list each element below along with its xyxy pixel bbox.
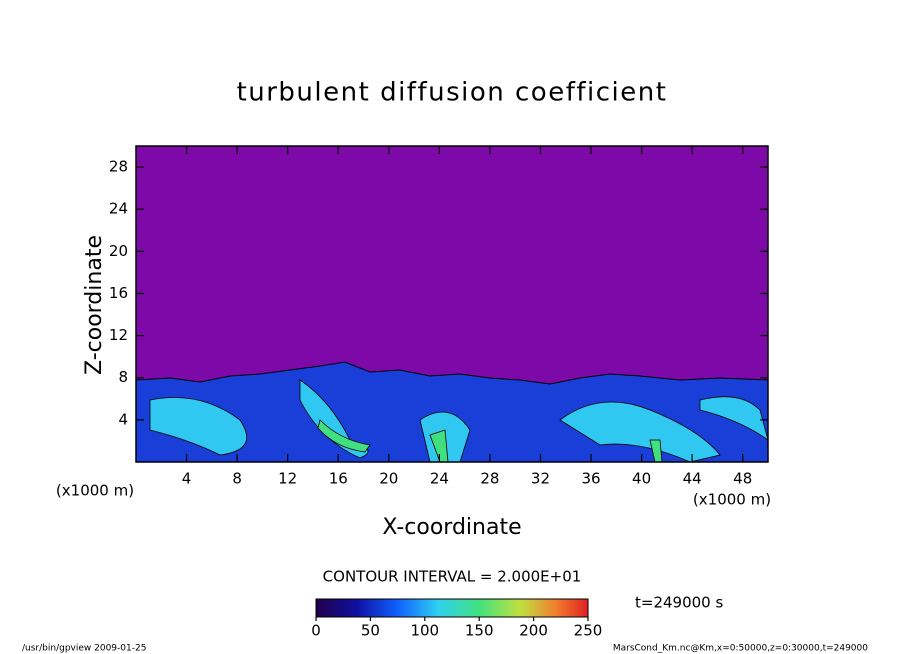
y-tick-label: 12 (109, 326, 128, 344)
x-tick-label: 24 (430, 470, 449, 488)
x-unit: (x1000 m) (693, 491, 771, 509)
colorbar-tick-label: 0 (311, 622, 321, 640)
colorbar-tick-label: 50 (361, 622, 380, 640)
x-tick-label: 36 (581, 470, 600, 488)
y-tick-label: 16 (109, 284, 128, 302)
y-tick-label: 8 (118, 368, 128, 386)
x-tick-label: 20 (379, 470, 398, 488)
x-tick-label: 12 (278, 470, 297, 488)
chart-title: turbulent diffusion coefficient (237, 78, 668, 108)
y-tick-label: 28 (109, 158, 128, 176)
colorbar-tick-label: 250 (574, 622, 603, 640)
colorbar-tick-label: 150 (465, 622, 494, 640)
x-axis-label: X-coordinate (382, 515, 521, 540)
plot-frame (135, 145, 769, 463)
colorbar-tick-label: 200 (519, 622, 548, 640)
turbulent-eddies (149, 379, 768, 462)
footer-right: MarsCond_Km.nc@Km,x=0:50000,z=0:30000,t=… (613, 644, 868, 654)
x-tick-label: 8 (232, 470, 242, 488)
footer-left: /usr/bin/gpview 2009-01-25 (22, 644, 146, 654)
x-tick-label: 32 (531, 470, 550, 488)
x-tick-label: 44 (683, 470, 702, 488)
x-tick-label: 28 (480, 470, 499, 488)
colorbar (315, 598, 589, 618)
time-label: t=249000 s (635, 594, 723, 612)
turbulent-cores (317, 419, 663, 462)
y-tick-label: 4 (118, 410, 128, 428)
y-tick-label: 24 (109, 200, 128, 218)
y-tick-label: 20 (109, 242, 128, 260)
x-tick-label: 48 (733, 470, 752, 488)
y-unit: (x1000 m) (56, 482, 134, 500)
x-tick-label: 16 (329, 470, 348, 488)
x-tick-label: 40 (632, 470, 651, 488)
x-tick-label: 4 (182, 470, 192, 488)
contour-interval: CONTOUR INTERVAL = 2.000E+01 (323, 568, 582, 586)
colorbar-tick-label: 100 (410, 622, 439, 640)
field (136, 146, 768, 462)
y-axis-label: Z-coordinate (82, 235, 107, 375)
